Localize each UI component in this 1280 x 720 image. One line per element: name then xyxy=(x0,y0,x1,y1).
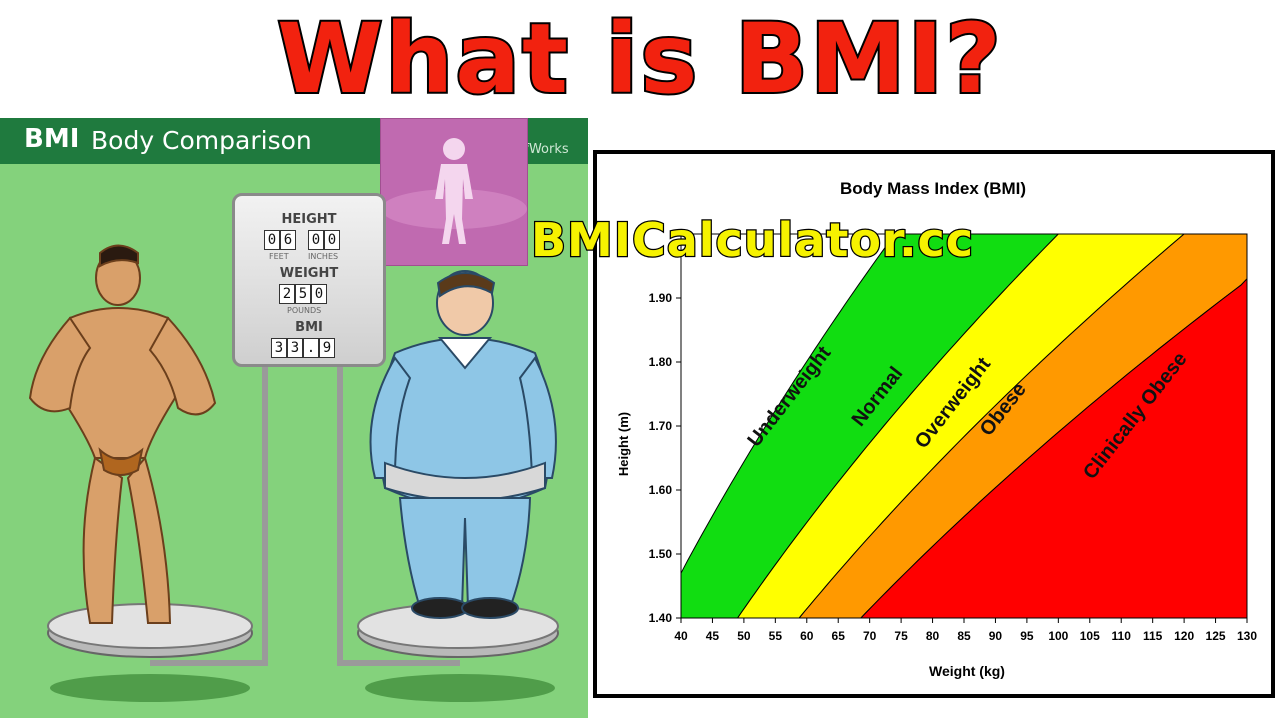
x-tick-label: 85 xyxy=(957,629,971,643)
bmi-digit: 9 xyxy=(319,338,335,358)
weight-digit: 0 xyxy=(311,284,327,304)
x-tick-label: 50 xyxy=(737,629,751,643)
right-platform-shadow-icon xyxy=(365,674,555,702)
header-credit: ffWorks xyxy=(520,142,569,157)
x-tick-label: 60 xyxy=(800,629,814,643)
x-tick-label: 75 xyxy=(894,629,908,643)
x-tick-label: 105 xyxy=(1080,629,1100,643)
feet-digit: 0 xyxy=(264,230,280,250)
feet-label: FEET xyxy=(269,252,289,261)
x-tick-label: 80 xyxy=(926,629,940,643)
left-platform-shadow-icon xyxy=(50,674,250,702)
y-tick-label: 1.40 xyxy=(649,611,673,625)
bmi-chart-frame: Body Mass Index (BMI) Weight (kg) Height… xyxy=(593,150,1275,698)
inches-digit: 0 xyxy=(308,230,324,250)
scale-pipe-icon xyxy=(150,363,268,666)
y-tick-label: 1.80 xyxy=(649,355,673,369)
height-label: HEIGHT xyxy=(281,212,337,227)
bmi-digit: . xyxy=(303,338,319,358)
figure-tile xyxy=(380,118,528,266)
x-tick-label: 125 xyxy=(1206,629,1226,643)
inches-label: INCHES xyxy=(308,252,339,261)
x-tick-label: 100 xyxy=(1048,629,1068,643)
bmi-label: BMI xyxy=(295,320,323,335)
x-tick-label: 70 xyxy=(863,629,877,643)
scale-display: HEIGHT 0 6 0 0 FEET INCHES WEIGHT 2 5 0 … xyxy=(232,193,386,367)
x-tick-label: 115 xyxy=(1143,629,1163,643)
weight-digit: 5 xyxy=(295,284,311,304)
weight-label: WEIGHT xyxy=(279,266,339,281)
x-tick-label: 120 xyxy=(1174,629,1194,643)
bmi-body-comparison-illustration: BMI Body Comparison ffWorks xyxy=(0,118,588,718)
x-axis-label: Weight (kg) xyxy=(929,663,1005,679)
muscular-man-icon xyxy=(28,244,217,624)
x-tick-label: 55 xyxy=(769,629,783,643)
feet-digit: 6 xyxy=(280,230,296,250)
bmi-digit: 3 xyxy=(271,338,287,358)
x-tick-label: 95 xyxy=(1020,629,1034,643)
x-tick-label: 45 xyxy=(706,629,720,643)
weight-digit: 2 xyxy=(279,284,295,304)
x-tick-label: 90 xyxy=(989,629,1003,643)
bmi-chart: Body Mass Index (BMI) Weight (kg) Height… xyxy=(616,179,1257,679)
watermark-text: BMICalculator.cc xyxy=(530,212,975,269)
y-axis-label: Height (m) xyxy=(616,412,631,476)
x-tick-label: 130 xyxy=(1237,629,1257,643)
y-tick-label: 1.60 xyxy=(649,483,673,497)
bmi-digit: 3 xyxy=(287,338,303,358)
chart-title: Body Mass Index (BMI) xyxy=(840,179,1026,198)
y-tick-label: 1.90 xyxy=(649,291,673,305)
pounds-label: POUNDS xyxy=(287,306,322,315)
y-tick-label: 1.70 xyxy=(649,419,673,433)
page-headline: What is BMI? xyxy=(275,2,1003,116)
x-tick-label: 40 xyxy=(674,629,688,643)
x-tick-label: 110 xyxy=(1112,629,1132,643)
body-comparison-scene xyxy=(28,244,559,702)
header-bmi-word: BMI xyxy=(24,124,80,154)
heavy-man-icon xyxy=(369,270,557,619)
person-silhouette-icon xyxy=(381,138,527,244)
header-title: Body Comparison xyxy=(91,126,312,155)
bmi-bands xyxy=(680,233,1248,619)
inches-digit: 0 xyxy=(324,230,340,250)
y-tick-label: 1.50 xyxy=(649,547,673,561)
x-tick-label: 65 xyxy=(832,629,846,643)
